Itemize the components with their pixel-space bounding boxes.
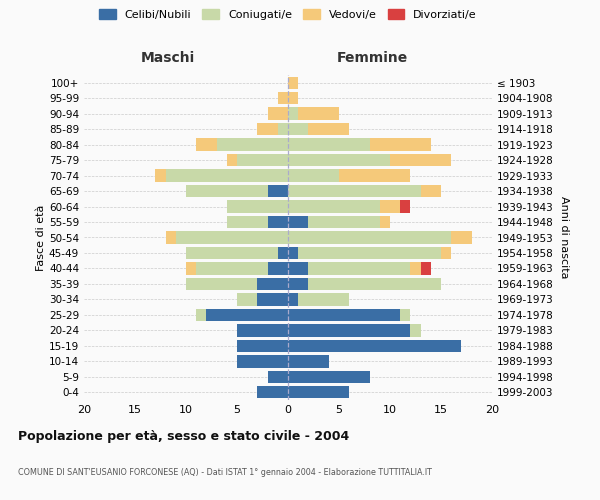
- Bar: [441, 247, 451, 259]
- Text: COMUNE DI SANT'EUSANIO FORCONESE (AQ) - Dati ISTAT 1° gennaio 2004 - Elaborazion: COMUNE DI SANT'EUSANIO FORCONESE (AQ) - …: [18, 468, 432, 477]
- Legend: Celibi/Nubili, Coniugati/e, Vedovi/e, Divorziati/e: Celibi/Nubili, Coniugati/e, Vedovi/e, Di…: [96, 6, 480, 23]
- Bar: [288, 278, 308, 290]
- Bar: [308, 278, 441, 290]
- Bar: [196, 262, 268, 274]
- Bar: [288, 386, 349, 398]
- Bar: [196, 138, 217, 151]
- Bar: [288, 293, 298, 306]
- Bar: [288, 355, 329, 368]
- Bar: [410, 324, 421, 336]
- Bar: [288, 108, 298, 120]
- Bar: [237, 355, 288, 368]
- Bar: [380, 216, 390, 228]
- Bar: [288, 92, 298, 104]
- Bar: [257, 386, 288, 398]
- Bar: [278, 123, 288, 136]
- Bar: [390, 154, 451, 166]
- Bar: [268, 216, 288, 228]
- Bar: [308, 123, 349, 136]
- Bar: [370, 138, 431, 151]
- Bar: [237, 293, 257, 306]
- Bar: [176, 232, 288, 243]
- Bar: [237, 324, 288, 336]
- Bar: [298, 247, 441, 259]
- Text: Popolazione per età, sesso e stato civile - 2004: Popolazione per età, sesso e stato civil…: [18, 430, 349, 443]
- Bar: [186, 262, 196, 274]
- Bar: [288, 247, 298, 259]
- Bar: [268, 262, 288, 274]
- Bar: [400, 308, 410, 321]
- Bar: [186, 278, 257, 290]
- Text: Maschi: Maschi: [141, 51, 195, 65]
- Bar: [257, 278, 288, 290]
- Bar: [288, 216, 308, 228]
- Bar: [268, 108, 288, 120]
- Bar: [421, 185, 441, 198]
- Bar: [257, 293, 288, 306]
- Bar: [217, 138, 288, 151]
- Bar: [268, 185, 288, 198]
- Bar: [268, 370, 288, 383]
- Text: Femmine: Femmine: [337, 51, 407, 65]
- Bar: [227, 154, 237, 166]
- Bar: [298, 293, 349, 306]
- Bar: [288, 308, 400, 321]
- Bar: [166, 232, 176, 243]
- Bar: [278, 247, 288, 259]
- Bar: [288, 123, 308, 136]
- Bar: [186, 185, 268, 198]
- Bar: [186, 247, 278, 259]
- Bar: [288, 262, 308, 274]
- Y-axis label: Fasce di età: Fasce di età: [36, 204, 46, 270]
- Bar: [451, 232, 472, 243]
- Bar: [400, 200, 410, 212]
- Bar: [410, 262, 421, 274]
- Bar: [288, 76, 298, 89]
- Bar: [227, 200, 288, 212]
- Bar: [196, 308, 206, 321]
- Bar: [166, 170, 288, 182]
- Bar: [257, 123, 278, 136]
- Bar: [288, 370, 370, 383]
- Bar: [288, 185, 421, 198]
- Bar: [421, 262, 431, 274]
- Bar: [288, 232, 451, 243]
- Bar: [155, 170, 166, 182]
- Bar: [288, 200, 380, 212]
- Bar: [227, 216, 268, 228]
- Bar: [288, 340, 461, 352]
- Bar: [288, 324, 410, 336]
- Bar: [339, 170, 410, 182]
- Bar: [206, 308, 288, 321]
- Bar: [237, 154, 288, 166]
- Bar: [308, 262, 410, 274]
- Bar: [308, 216, 380, 228]
- Bar: [380, 200, 400, 212]
- Y-axis label: Anni di nascita: Anni di nascita: [559, 196, 569, 279]
- Bar: [288, 138, 370, 151]
- Bar: [288, 170, 339, 182]
- Bar: [288, 154, 390, 166]
- Bar: [237, 340, 288, 352]
- Bar: [298, 108, 339, 120]
- Bar: [278, 92, 288, 104]
